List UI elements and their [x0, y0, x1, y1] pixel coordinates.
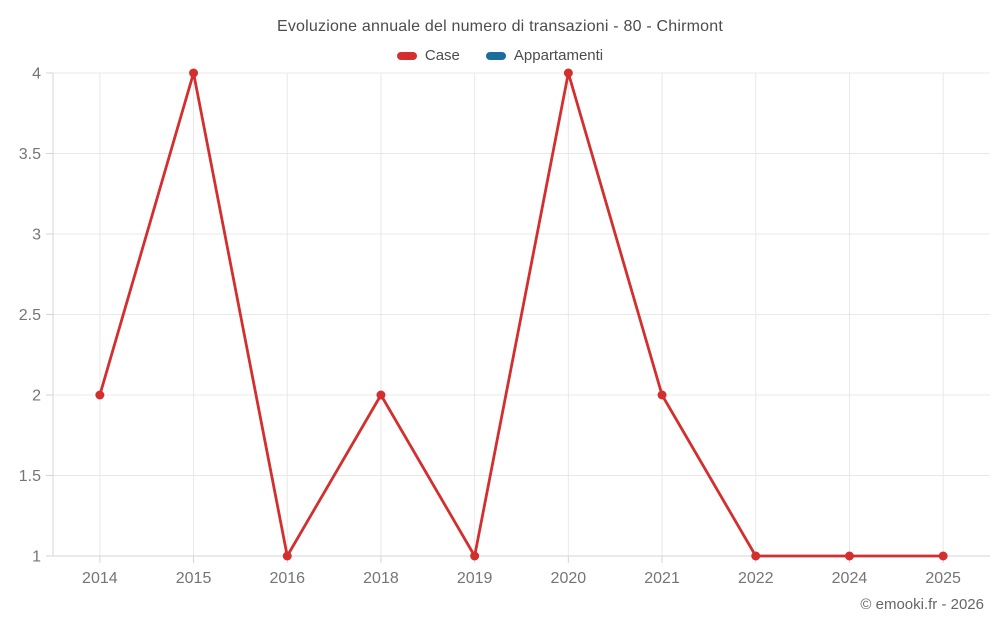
data-point-case-2024[interactable] [844, 551, 854, 561]
legend-label-appartamenti: Appartamenti [513, 47, 604, 64]
data-point-case-2015[interactable] [189, 68, 199, 78]
y-tick-label: 1 [32, 549, 41, 566]
x-tick-label: 2015 [176, 570, 212, 587]
x-tick-label: 2024 [832, 570, 868, 587]
x-tick-label: 2014 [82, 570, 118, 587]
x-tick-label: 2016 [269, 570, 305, 587]
y-tick-label: 2 [32, 388, 41, 405]
x-tick-label: 2022 [738, 570, 774, 587]
legend-swatch-appartamenti-icon [485, 51, 506, 60]
chart-title: Evoluzione annuale del numero di transaz… [276, 18, 723, 35]
y-tick-label: 1.5 [19, 468, 41, 485]
copyright-credit: © emooki.fr - 2026 [860, 596, 984, 613]
legend-label-case: Case [424, 47, 460, 64]
data-point-case-2018[interactable] [376, 390, 386, 400]
data-point-case-2019[interactable] [470, 551, 480, 561]
data-point-case-2021[interactable] [657, 390, 667, 400]
legend-item-appartamenti[interactable]: Appartamenti [485, 47, 604, 64]
data-point-case-2016[interactable] [282, 551, 292, 561]
legend-item-case[interactable]: Case [396, 47, 460, 64]
x-tick-label: 2025 [925, 570, 961, 587]
data-point-case-2025[interactable] [938, 551, 948, 561]
y-tick-label: 2.5 [19, 307, 41, 324]
y-tick-label: 4 [32, 66, 41, 83]
chart-legend: Case Appartamenti [0, 47, 1000, 64]
x-tick-label: 2021 [644, 570, 680, 587]
y-tick-label: 3 [32, 227, 41, 244]
x-tick-label: 2018 [363, 570, 399, 587]
y-tick-label: 3.5 [19, 146, 41, 163]
legend-swatch-case-icon [396, 51, 417, 60]
x-tick-label: 2019 [457, 570, 493, 587]
data-point-case-2020[interactable] [563, 68, 573, 78]
x-tick-label: 2020 [551, 570, 587, 587]
data-point-case-2022[interactable] [751, 551, 761, 561]
series-line-case [98, 71, 945, 558]
data-point-case-2014[interactable] [95, 390, 105, 400]
